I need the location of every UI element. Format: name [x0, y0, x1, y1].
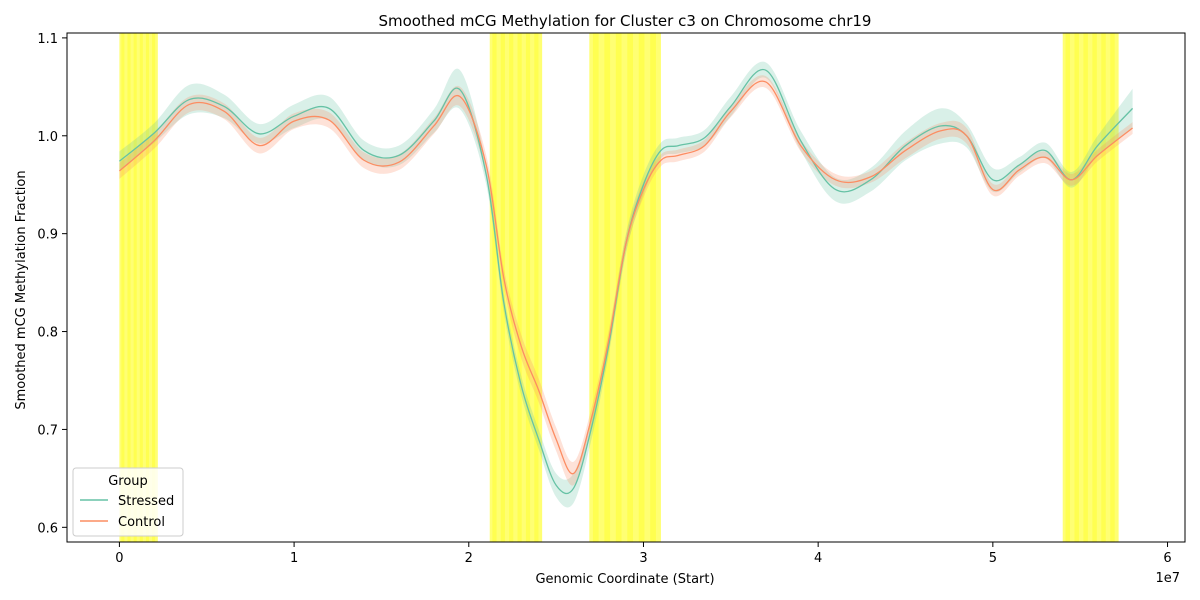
highlight-stripe [517, 33, 522, 542]
highlight-region [489, 33, 543, 542]
x-tick-label: 2 [465, 551, 473, 566]
highlight-stripe [1101, 33, 1106, 542]
highlight-stripe [525, 33, 531, 542]
y-tick-label: 0.8 [37, 326, 58, 341]
highlight-region [119, 33, 158, 542]
series-lines [118, 69, 1134, 495]
y-tick-label: 1.1 [37, 32, 58, 47]
legend-label-control: Control [118, 515, 165, 530]
highlight-stripe [650, 33, 656, 542]
highlight-stripe [127, 33, 131, 542]
legend-box [72, 467, 184, 537]
highlight-stripe [152, 33, 156, 542]
line-stressed [119, 69, 1134, 495]
y-axis-label: Smoothed mCG Methylation Fraction [14, 170, 29, 409]
highlight-stripe [1065, 33, 1070, 542]
legend-label-stressed: Stressed [118, 494, 174, 509]
highlight-stripe [604, 33, 611, 542]
legend-title: Group [108, 474, 148, 489]
highlight-stripe [1074, 33, 1079, 542]
highlight-stripe [1083, 33, 1088, 542]
x-tick-label: 3 [639, 551, 647, 566]
highlight-stripe [492, 33, 497, 542]
highlight-stripe [627, 33, 634, 542]
chart-title: Smoothed mCG Methylation for Cluster c3 … [379, 12, 872, 30]
highlight-stripe [121, 33, 125, 542]
plot-frame [66, 32, 1186, 543]
highlight-stripe [1110, 33, 1115, 542]
highlight-stripe [139, 33, 143, 542]
highlight-stripe [509, 33, 514, 542]
x-axis-ticks: 0 1 2 3 4 5 6 [115, 542, 1172, 566]
line-control [118, 80, 1133, 475]
y-tick-label: 1.0 [37, 130, 58, 145]
x-axis-label: Genomic Coordinate (Start) [535, 572, 714, 587]
highlight-stripe [133, 33, 137, 542]
highlight-region [589, 33, 661, 542]
y-tick-label: 0.9 [37, 228, 58, 243]
y-tick-label: 0.7 [37, 423, 58, 438]
x-tick-label: 4 [814, 551, 822, 566]
highlight-region [1062, 33, 1119, 542]
x-axis-offset-label: 1e7 [1155, 571, 1180, 586]
highlight-stripe [534, 33, 539, 542]
y-axis-ticks: 0.6 0.7 0.8 0.9 1.0 1.1 [37, 32, 67, 536]
x-tick-label: 0 [115, 551, 123, 566]
highlight-stripe [500, 33, 505, 542]
x-tick-label: 5 [989, 551, 997, 566]
y-tick-label: 0.6 [37, 521, 58, 536]
band-control [119, 75, 1133, 486]
highlight-stripe [145, 33, 149, 542]
legend: Group Stressed Control [72, 467, 184, 537]
highlight-stripe [638, 33, 645, 542]
x-tick-label: 6 [1163, 551, 1171, 566]
x-tick-label: 1 [290, 551, 298, 566]
highlight-stripe [592, 33, 599, 542]
highlight-stripe [1092, 33, 1097, 542]
